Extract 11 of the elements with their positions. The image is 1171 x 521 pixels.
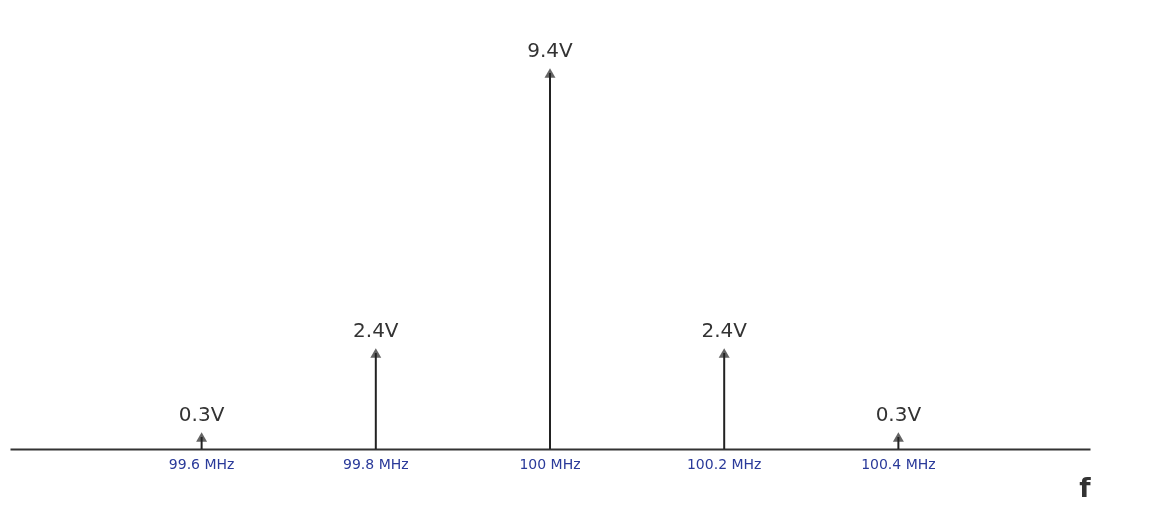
x-tick-label: 100.2 MHz bbox=[686, 455, 762, 472]
x-tick-label: 100 MHz bbox=[519, 455, 581, 472]
x-tick-label: 99.6 MHz bbox=[168, 455, 235, 472]
data-label: 2.4V bbox=[701, 318, 748, 342]
x-axis-title: f bbox=[1079, 472, 1092, 503]
data-label: 0.3V bbox=[875, 402, 922, 426]
x-tick-label: 99.8 MHz bbox=[343, 455, 409, 472]
data-label: 0.3V bbox=[178, 402, 225, 426]
x-tick-label: 100.4 MHz bbox=[861, 455, 936, 472]
data-label: 9.4V bbox=[527, 38, 574, 62]
data-label: 2.4V bbox=[353, 318, 399, 342]
